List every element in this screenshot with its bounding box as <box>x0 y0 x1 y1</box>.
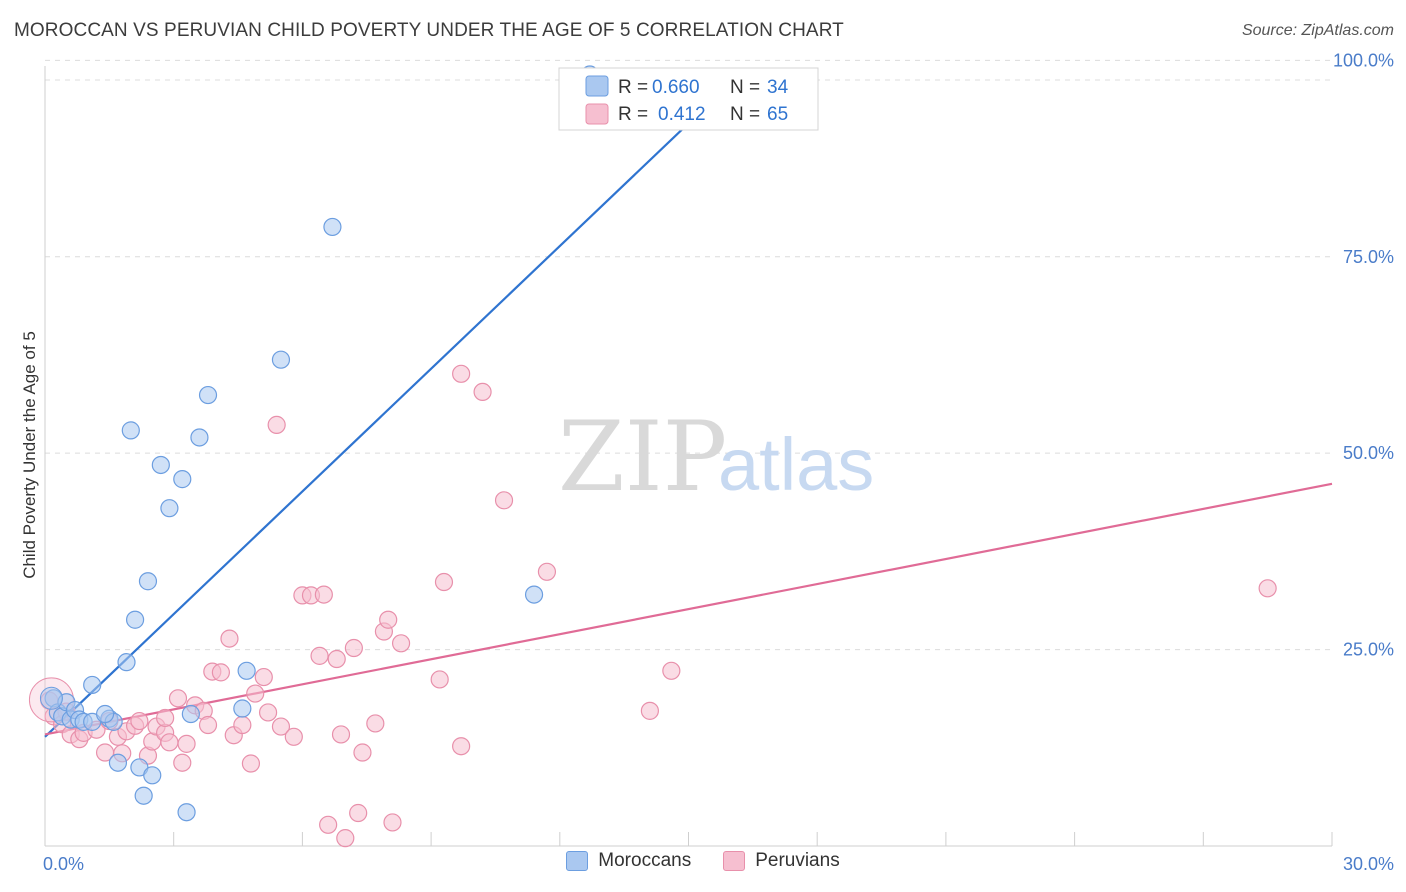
peruvians-point[interactable] <box>220 629 239 648</box>
moroccans-swatch <box>566 851 589 871</box>
watermark-zip: ZIP <box>558 401 727 513</box>
moroccans-point[interactable] <box>190 428 209 447</box>
peruvians-point[interactable] <box>310 646 329 665</box>
peruvians-point[interactable] <box>198 715 218 735</box>
watermark: ZIP atlas <box>558 401 874 513</box>
moroccans-point[interactable] <box>125 610 145 629</box>
moroccans-point[interactable] <box>524 585 544 604</box>
moroccans-point[interactable] <box>198 385 218 405</box>
peruvians-point[interactable] <box>319 815 338 834</box>
moroccans-point[interactable] <box>138 572 158 591</box>
y-tick-label: 50.0% <box>1343 443 1394 463</box>
peruvians-point[interactable] <box>640 701 659 720</box>
moroccans-point[interactable] <box>134 786 153 805</box>
x-tick-label: 30.0% <box>1343 854 1394 874</box>
moroccans-trend-line <box>44 118 694 738</box>
moroccans-label: Moroccans <box>598 850 692 871</box>
legend-row-peruvians: R = 0.412 N = 65 <box>618 104 788 125</box>
moroccans-point[interactable] <box>117 653 136 672</box>
peruvians-point[interactable] <box>383 813 402 832</box>
legend-swatch-moroccans <box>585 75 609 97</box>
y-axis-label: Child Poverty Under the Age of 5 <box>20 331 39 579</box>
chart-title: MOROCCAN VS PERUVIAN CHILD POVERTY UNDER… <box>14 20 844 41</box>
moroccans-point[interactable] <box>323 217 342 237</box>
legend-swatch-peruvians <box>585 103 609 125</box>
watermark-atlas: atlas <box>718 423 874 506</box>
moroccans-point[interactable] <box>143 766 162 785</box>
moroccans-point[interactable] <box>108 753 128 772</box>
legend-item-peruvians[interactable]: Peruvians <box>723 850 840 872</box>
moroccans-point[interactable] <box>177 803 196 822</box>
peruvians-point[interactable] <box>130 711 149 731</box>
moroccans-point-cluster[interactable] <box>39 686 63 710</box>
peruvians-point[interactable] <box>379 610 398 629</box>
y-tick-label: 100.0% <box>1333 50 1394 70</box>
bottom-legend: Moroccans Peruvians <box>0 850 1406 872</box>
peruvians-point[interactable] <box>156 708 175 728</box>
peruvians-point[interactable] <box>473 382 492 401</box>
peruvians-point[interactable] <box>284 727 303 746</box>
moroccans-point[interactable] <box>271 350 291 369</box>
peruvians-point[interactable] <box>662 661 681 680</box>
gridlines <box>45 59 1332 651</box>
peruvians-point[interactable] <box>336 829 355 848</box>
peruvians-point[interactable] <box>353 743 372 762</box>
peruvians-point[interactable] <box>314 585 333 604</box>
peruvians-point[interactable] <box>267 415 286 434</box>
peruvians-point[interactable] <box>331 725 351 744</box>
peruvians-point[interactable] <box>246 684 265 703</box>
peruvians-point[interactable] <box>430 670 449 689</box>
moroccans-point[interactable] <box>160 499 179 518</box>
peruvians-swatch <box>723 851 746 871</box>
peruvians-point[interactable] <box>391 634 411 653</box>
peruvians-point[interactable] <box>258 703 278 722</box>
peruvians-point[interactable] <box>344 638 363 658</box>
x-tick-label: 0.0% <box>43 854 84 874</box>
peruvians-point[interactable] <box>452 737 471 756</box>
moroccans-point[interactable] <box>181 704 200 724</box>
peruvians-point[interactable] <box>160 733 179 752</box>
peruvians-point[interactable] <box>537 562 557 581</box>
peruvians-point[interactable] <box>434 572 454 592</box>
peruvians-point[interactable] <box>366 714 385 733</box>
peruvians-point[interactable] <box>254 667 273 687</box>
moroccans-point[interactable] <box>151 455 170 475</box>
legend-item-moroccans[interactable]: Moroccans <box>566 850 691 872</box>
moroccans-points <box>39 65 599 822</box>
peruvians-label: Peruvians <box>755 850 840 871</box>
moroccans-point[interactable] <box>83 675 102 695</box>
peruvians-point[interactable] <box>233 715 252 735</box>
y-tick-label: 25.0% <box>1343 640 1394 660</box>
moroccans-point[interactable] <box>233 699 252 718</box>
peruvians-point[interactable] <box>327 649 346 669</box>
moroccans-point[interactable] <box>95 704 115 724</box>
peruvians-point[interactable] <box>349 803 368 823</box>
legend-box: R = 0.660 N = 34 R = 0.412 N = 65 <box>558 67 819 131</box>
peruvians-point[interactable] <box>168 689 188 708</box>
peruvians-point[interactable] <box>1258 579 1277 598</box>
peruvians-point[interactable] <box>271 717 291 736</box>
peruvians-point[interactable] <box>173 753 192 772</box>
peruvians-point[interactable] <box>177 734 196 753</box>
legend-row-moroccans: R = 0.660 N = 34 <box>618 77 789 98</box>
peruvians-point[interactable] <box>452 364 471 383</box>
moroccans-point[interactable] <box>121 421 140 440</box>
y-tick-label: 75.0% <box>1343 247 1394 267</box>
moroccans-point[interactable] <box>173 470 192 489</box>
peruvians-trend-line <box>44 482 1333 736</box>
peruvians-point[interactable] <box>494 491 514 510</box>
source-label: Source: ZipAtlas.com <box>1241 22 1394 39</box>
tick-labels: 25.0% 50.0% 75.0% 100.0% 0.0% 30.0% <box>43 50 1394 874</box>
peruvians-point[interactable] <box>241 754 261 773</box>
moroccans-point[interactable] <box>237 661 256 680</box>
peruvians-point[interactable] <box>211 663 230 682</box>
